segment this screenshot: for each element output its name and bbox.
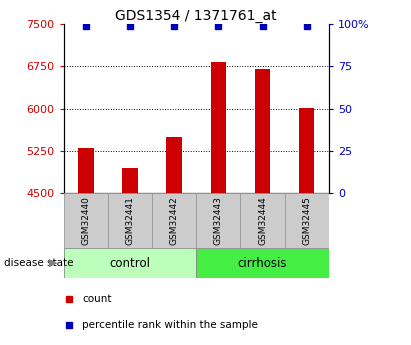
Text: GSM32441: GSM32441 (125, 196, 134, 245)
Bar (64, 248, 196, 278)
Text: GSM32440: GSM32440 (81, 196, 90, 245)
Bar (108, 193, 152, 248)
Bar (122, 168, 138, 193)
Text: count: count (82, 294, 112, 304)
Bar (240, 193, 284, 248)
Text: ▶: ▶ (49, 258, 58, 268)
Text: GSM32444: GSM32444 (258, 196, 267, 245)
Text: percentile rank within the sample: percentile rank within the sample (82, 320, 258, 330)
Text: GSM32445: GSM32445 (302, 196, 311, 245)
Bar (284, 193, 329, 248)
Text: disease state: disease state (4, 258, 74, 268)
Bar (255, 69, 270, 193)
Text: GSM32442: GSM32442 (170, 196, 179, 245)
Bar (210, 62, 226, 193)
Bar (299, 108, 314, 193)
Text: GSM32443: GSM32443 (214, 196, 223, 245)
Bar (166, 137, 182, 193)
Bar (196, 193, 240, 248)
Bar (152, 193, 196, 248)
Bar (64, 193, 108, 248)
Bar (196, 248, 329, 278)
Text: control: control (109, 257, 150, 269)
Title: GDS1354 / 1371761_at: GDS1354 / 1371761_at (115, 9, 277, 23)
Text: cirrhosis: cirrhosis (238, 257, 287, 269)
Bar (78, 148, 94, 193)
